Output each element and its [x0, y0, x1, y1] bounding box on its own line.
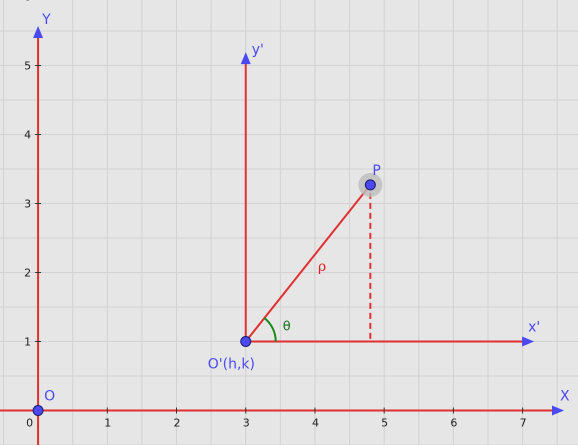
origin-label: O [44, 389, 55, 405]
point-p[interactable] [364, 179, 376, 191]
point-p-label: P [372, 163, 380, 179]
x-tick-label: 3 [243, 417, 250, 430]
theta-label: θ [283, 320, 291, 335]
y-tick-label: 6 [24, 0, 31, 4]
y-tick-label: 2 [24, 267, 31, 280]
y-tick-label: 5 [24, 60, 31, 73]
y-prime-axis-arrow [240, 52, 251, 65]
x-tick-label: 1 [104, 417, 111, 430]
y-axis-label: Y [41, 12, 51, 28]
x-prime-axis-arrow [522, 336, 535, 347]
point-origin[interactable] [32, 405, 44, 417]
x-tick-label: 5 [381, 417, 388, 430]
rho-segment [244, 184, 372, 343]
y-tick-label: 4 [24, 129, 31, 142]
new-origin-label: O'(h,k) [208, 357, 255, 373]
x-axis-label: X [560, 389, 570, 405]
y-prime-axis-label: y' [252, 42, 264, 58]
theta-angle-arc [263, 317, 277, 342]
y-tick-label: 1 [24, 336, 31, 349]
y-tick-label: 3 [24, 198, 31, 211]
point-new-origin[interactable] [240, 336, 252, 348]
rho-label: ρ [318, 259, 326, 275]
x-tick-label: 4 [312, 417, 319, 430]
x-tick-label: 2 [174, 417, 181, 430]
y-tick-labels: 1 2 3 4 5 6 [24, 0, 42, 349]
x-tick-label: 7 [520, 417, 527, 430]
x-axis-arrow [552, 405, 564, 416]
x-tick-label: 0 [26, 417, 33, 430]
x-prime-axis-label: x' [528, 320, 540, 336]
y-axis-arrow [33, 26, 44, 38]
x-tick-labels: 0 1 2 3 4 5 6 7 [26, 407, 527, 430]
x-tick-label: 6 [450, 417, 457, 430]
